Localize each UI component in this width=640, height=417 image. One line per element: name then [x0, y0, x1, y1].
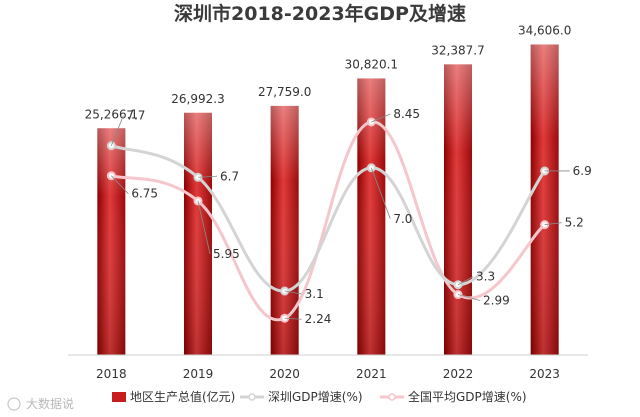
line-label-shenzhen-2020: 3.1: [305, 287, 324, 301]
bar-label-2022: 32,387.7: [431, 43, 484, 57]
x-tick-2020: 2020: [269, 367, 300, 381]
leader-line: [284, 317, 302, 320]
leader-line: [197, 175, 218, 178]
line-label-national-2023: 5.2: [565, 216, 584, 230]
bar-label-2023: 34,606.0: [518, 23, 571, 37]
leader-line: [457, 294, 481, 301]
leader-line: [197, 200, 211, 255]
legend-swatch-gdp: [112, 392, 126, 402]
legend-marker: [248, 393, 256, 401]
legend-marker: [388, 393, 396, 401]
bar-shade-2023: [530, 44, 559, 356]
leader-line: [111, 175, 129, 194]
bar-label-2018: 25,266.1: [85, 107, 138, 121]
x-tick-2019: 2019: [183, 367, 214, 381]
line-label-shenzhen-2022: 3.3: [476, 270, 495, 284]
line-label-shenzhen-2023: 6.9: [573, 164, 592, 178]
leader-line: [544, 222, 562, 226]
line-label-shenzhen-2021: 7.0: [393, 212, 412, 226]
chart-title: 深圳市2018-2023年GDP及增速: [174, 2, 466, 25]
x-tick-2018: 2018: [96, 367, 127, 381]
x-tick-2021: 2021: [356, 367, 387, 381]
line-label-national-2022: 2.99: [483, 294, 510, 308]
leader-line: [110, 115, 124, 146]
x-tick-2023: 2023: [529, 367, 560, 381]
line-label-national-2019: 5.95: [213, 247, 240, 261]
watermark-text: 大数据说: [26, 396, 74, 411]
watermark-logo-icon: [7, 397, 21, 411]
bar-label-2020: 27,759.0: [258, 85, 311, 99]
bar-shade-2018: [97, 128, 126, 355]
legend-label-shenzhen[interactable]: 深圳GDP增速(%): [268, 390, 363, 404]
bar-label-2019: 26,992.3: [171, 92, 224, 106]
bar-shade-2020: [270, 105, 299, 355]
bar-shade-2022: [444, 64, 472, 355]
line-national: [110, 120, 546, 322]
legend-label-gdp[interactable]: 地区生产总值(亿元): [130, 389, 235, 404]
leader-line: [284, 290, 302, 295]
line-label-shenzhen-2019: 6.7: [220, 169, 239, 183]
line-label-shenzhen-2018: 7.7: [126, 109, 145, 123]
x-tick-2022: 2022: [443, 367, 474, 381]
watermark: 大数据说: [7, 396, 74, 411]
leader-line: [457, 276, 474, 286]
leader-line: [370, 167, 391, 219]
legend-label-national[interactable]: 全国平均GDP增速(%): [408, 389, 527, 404]
line-label-national-2020: 2.24: [305, 312, 332, 326]
bar-shade-2019: [184, 112, 212, 355]
line-label-national-2021: 8.45: [393, 107, 420, 121]
bar-label-2021: 30,820.1: [345, 57, 398, 71]
line-label-national-2018: 6.75: [131, 187, 158, 201]
leader-line: [371, 113, 391, 123]
